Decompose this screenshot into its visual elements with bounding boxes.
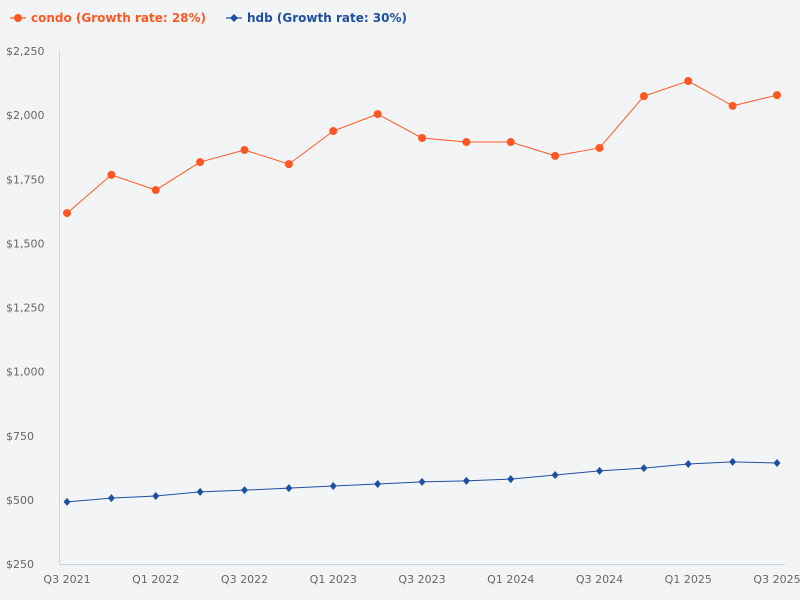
data-point-hdb[interactable] (374, 479, 382, 488)
data-point-condo[interactable] (773, 91, 781, 100)
legend-label-hdb: hdb (Growth rate: 30%) (247, 11, 407, 25)
data-point-condo[interactable] (684, 77, 693, 86)
data-point-hdb[interactable] (107, 494, 115, 503)
data-point-hdb[interactable] (196, 487, 204, 496)
data-point-hdb[interactable] (241, 486, 248, 495)
data-point-hdb[interactable] (418, 477, 426, 486)
x-tick-label: Q3 2024 (576, 573, 623, 586)
data-point-condo[interactable] (728, 101, 737, 110)
data-point-condo[interactable] (151, 186, 160, 195)
data-point-hdb[interactable] (773, 458, 781, 467)
x-tick-label: Q3 2021 (43, 573, 90, 586)
y-tick-label: $1,250 (6, 302, 45, 315)
data-point-hdb[interactable] (684, 459, 692, 468)
data-point-hdb[interactable] (551, 470, 559, 479)
x-tick-label: Q1 2023 (310, 573, 357, 586)
data-point-condo[interactable] (373, 110, 382, 119)
x-tick-label: Q1 2025 (665, 573, 712, 586)
data-point-condo[interactable] (462, 138, 471, 147)
y-tick-label: $750 (6, 430, 34, 443)
data-point-hdb[interactable] (63, 497, 71, 506)
legend: condo (Growth rate: 28%) hdb (Growth rat… (10, 11, 407, 25)
y-axis-ticks: $250 $500 $750 $1,000 $1,250 $1,500 $1,750 $2,0… (6, 45, 45, 571)
data-point-hdb[interactable] (729, 457, 737, 466)
series-line-condo (66, 80, 778, 214)
y-tick-label: $250 (6, 558, 34, 571)
data-point-condo[interactable] (639, 92, 648, 101)
y-tick-label: $2,000 (6, 109, 45, 122)
x-tick-label: Q1 2024 (487, 573, 534, 586)
legend-label-condo: condo (Growth rate: 28%) (31, 11, 206, 25)
data-point-condo[interactable] (506, 138, 515, 147)
x-tick-label: Q3 2023 (398, 573, 445, 586)
y-tick-label: $500 (6, 494, 34, 507)
series-group (63, 77, 781, 506)
legend-item-condo[interactable]: condo (Growth rate: 28%) (10, 11, 206, 25)
data-point-condo[interactable] (329, 127, 338, 136)
data-point-hdb[interactable] (329, 482, 337, 491)
data-point-hdb[interactable] (462, 476, 470, 485)
data-point-condo[interactable] (418, 133, 426, 142)
data-point-hdb[interactable] (285, 484, 293, 493)
x-axis-ticks: Q3 2021 Q1 2022 Q3 2022 Q1 2023 Q3 2023 Q1 20… (43, 573, 800, 586)
legend-marker-condo (14, 14, 22, 22)
x-tick-label: Q3 2025 (753, 573, 800, 586)
legend-item-hdb[interactable]: hdb (Growth rate: 30%) (226, 11, 407, 25)
x-tick-label: Q1 2022 (132, 573, 179, 586)
y-tick-label: $1,500 (6, 237, 45, 250)
data-point-hdb[interactable] (640, 464, 648, 473)
data-point-condo[interactable] (63, 209, 71, 218)
data-point-condo[interactable] (196, 158, 205, 167)
data-point-hdb[interactable] (152, 492, 160, 501)
data-point-condo[interactable] (284, 160, 293, 169)
data-point-condo[interactable] (240, 146, 249, 155)
data-point-condo[interactable] (107, 170, 116, 179)
data-point-condo[interactable] (551, 151, 560, 160)
y-tick-label: $2,250 (6, 45, 45, 58)
data-point-hdb[interactable] (507, 475, 515, 484)
data-point-hdb[interactable] (596, 466, 603, 475)
x-tick-label: Q3 2022 (221, 573, 268, 586)
y-tick-label: $1,000 (6, 366, 45, 379)
y-tick-label: $1,750 (6, 173, 45, 186)
legend-marker-hdb (230, 14, 238, 22)
data-point-condo[interactable] (595, 143, 604, 152)
